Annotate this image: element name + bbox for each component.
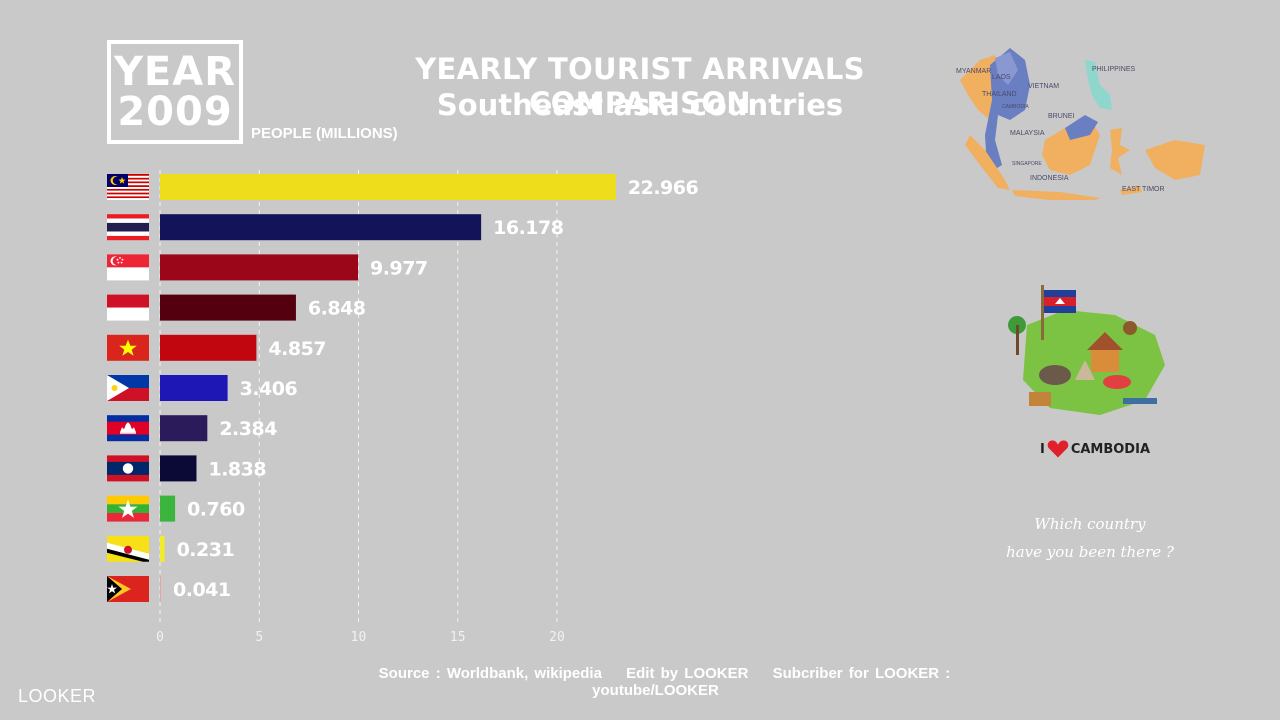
flag-cambodia [107, 415, 149, 442]
map-label-laos: LAOS [992, 74, 1011, 81]
data-label-cambodia: 2.384 [219, 418, 277, 440]
bar-philippines [160, 375, 228, 401]
map-papua [1145, 140, 1205, 180]
map-malaysia-peninsula [985, 135, 1002, 170]
map-myanmar [960, 55, 1000, 120]
map-label-brunei: BRUNEI [1048, 113, 1075, 120]
bar-indonesia [160, 294, 296, 321]
footer-credits: Source : Worldbank, wikipedia Edit by LO… [300, 665, 1020, 699]
map-philippines [1085, 60, 1112, 110]
watermark-logo: LOOKER [18, 686, 97, 706]
tick-label: 15 [450, 630, 466, 645]
map-sulawesi [1110, 128, 1130, 175]
data-label-thailand: 16.178 [493, 217, 564, 239]
map-sabah [1065, 115, 1098, 140]
flag-malaysia [107, 174, 149, 200]
flag-vietnam [107, 334, 149, 361]
map-east-timor [1120, 186, 1142, 195]
data-label-indonesia: 6.848 [308, 298, 366, 320]
data-label-singapore: 9.977 [370, 257, 428, 279]
data-label-malaysia: 22.966 [628, 177, 699, 199]
map-label-malaysia: MALAYSIA [1010, 130, 1045, 137]
map-graphic [960, 48, 1205, 202]
map-laos [995, 52, 1018, 85]
bar-singapore [160, 254, 359, 281]
tick-label: 20 [549, 630, 565, 645]
flag-philippines [107, 375, 149, 401]
love-cambodia: I CAMBODIA [1040, 438, 1150, 460]
bar-thailand [160, 214, 482, 241]
question-line-1: Which country [1034, 515, 1146, 533]
southeast-asia-map: MYANMAR LAOS THAILAND CAMBODIA VIETNAM P… [950, 40, 1210, 202]
data-label-laos: 1.838 [208, 458, 266, 480]
data-label-vietnam: 4.857 [268, 338, 326, 360]
map-label-myanmar: MYANMAR [956, 68, 992, 75]
map-label-vietnam: VIETNAM [1028, 83, 1060, 90]
map-label-indonesia: INDONESIA [1030, 175, 1069, 182]
map-label-philippines: PHILIPPINES [1092, 66, 1136, 73]
question-text: Which country have you been there ? [990, 510, 1190, 566]
flag-singapore [107, 254, 149, 281]
year-value: 2009 [117, 89, 233, 135]
map-label-cambodia: CAMBODIA [1002, 104, 1029, 110]
bar-myanmar [160, 495, 176, 522]
map-label-singapore: SINGAPORE [1012, 161, 1042, 167]
heart-icon [1047, 440, 1069, 458]
flag-east-timor [107, 576, 149, 602]
footer-subscribe: Subcriber for LOOKER : youtube/LOOKER [592, 665, 951, 699]
love-country: CAMBODIA [1070, 441, 1150, 457]
chart-title: YEARLY TOURIST ARRIVALS COMPARISON [415, 52, 865, 120]
map-java [1012, 190, 1100, 202]
bar-east-timor [160, 576, 161, 602]
bar-vietnam [160, 334, 257, 361]
cambodia-illustration [1005, 280, 1170, 420]
flag-myanmar [107, 495, 149, 522]
data-label-brunei: 0.231 [177, 539, 235, 561]
flag-brunei [107, 535, 149, 562]
year-word: YEAR [113, 49, 237, 95]
flag-thailand [107, 214, 149, 241]
bar-brunei [160, 535, 165, 562]
tick-label: 0 [156, 630, 164, 645]
cambodia-map-picture [1008, 285, 1165, 415]
tick-label: 10 [351, 630, 367, 645]
map-indochina [985, 48, 1030, 160]
flag-laos [107, 455, 149, 482]
map-sumatra [965, 135, 1010, 190]
chart-subtitle: Southeast asia countries [436, 88, 844, 122]
footer-source: Source : Worldbank, wikipedia [378, 665, 602, 682]
question-line-2: have you been there ? [1006, 543, 1174, 561]
map-label-east-timor: EAST TIMOR [1122, 186, 1165, 193]
bar-cambodia [160, 415, 208, 442]
year-box: YEAR 2009 [107, 40, 243, 144]
data-label-east-timor: 0.041 [173, 579, 231, 601]
data-label-myanmar: 0.760 [187, 499, 245, 521]
unit-label: PEOPLE (MILLIONS) [251, 125, 398, 142]
footer-edit: Edit by LOOKER [626, 665, 749, 682]
flag-indonesia [107, 294, 149, 321]
bar-malaysia [160, 174, 616, 200]
bar-laos [160, 455, 197, 482]
map-label-thailand: THAILAND [982, 91, 1017, 98]
data-label-philippines: 3.406 [240, 378, 298, 400]
tick-label: 5 [255, 630, 263, 645]
love-i: I [1040, 441, 1045, 457]
